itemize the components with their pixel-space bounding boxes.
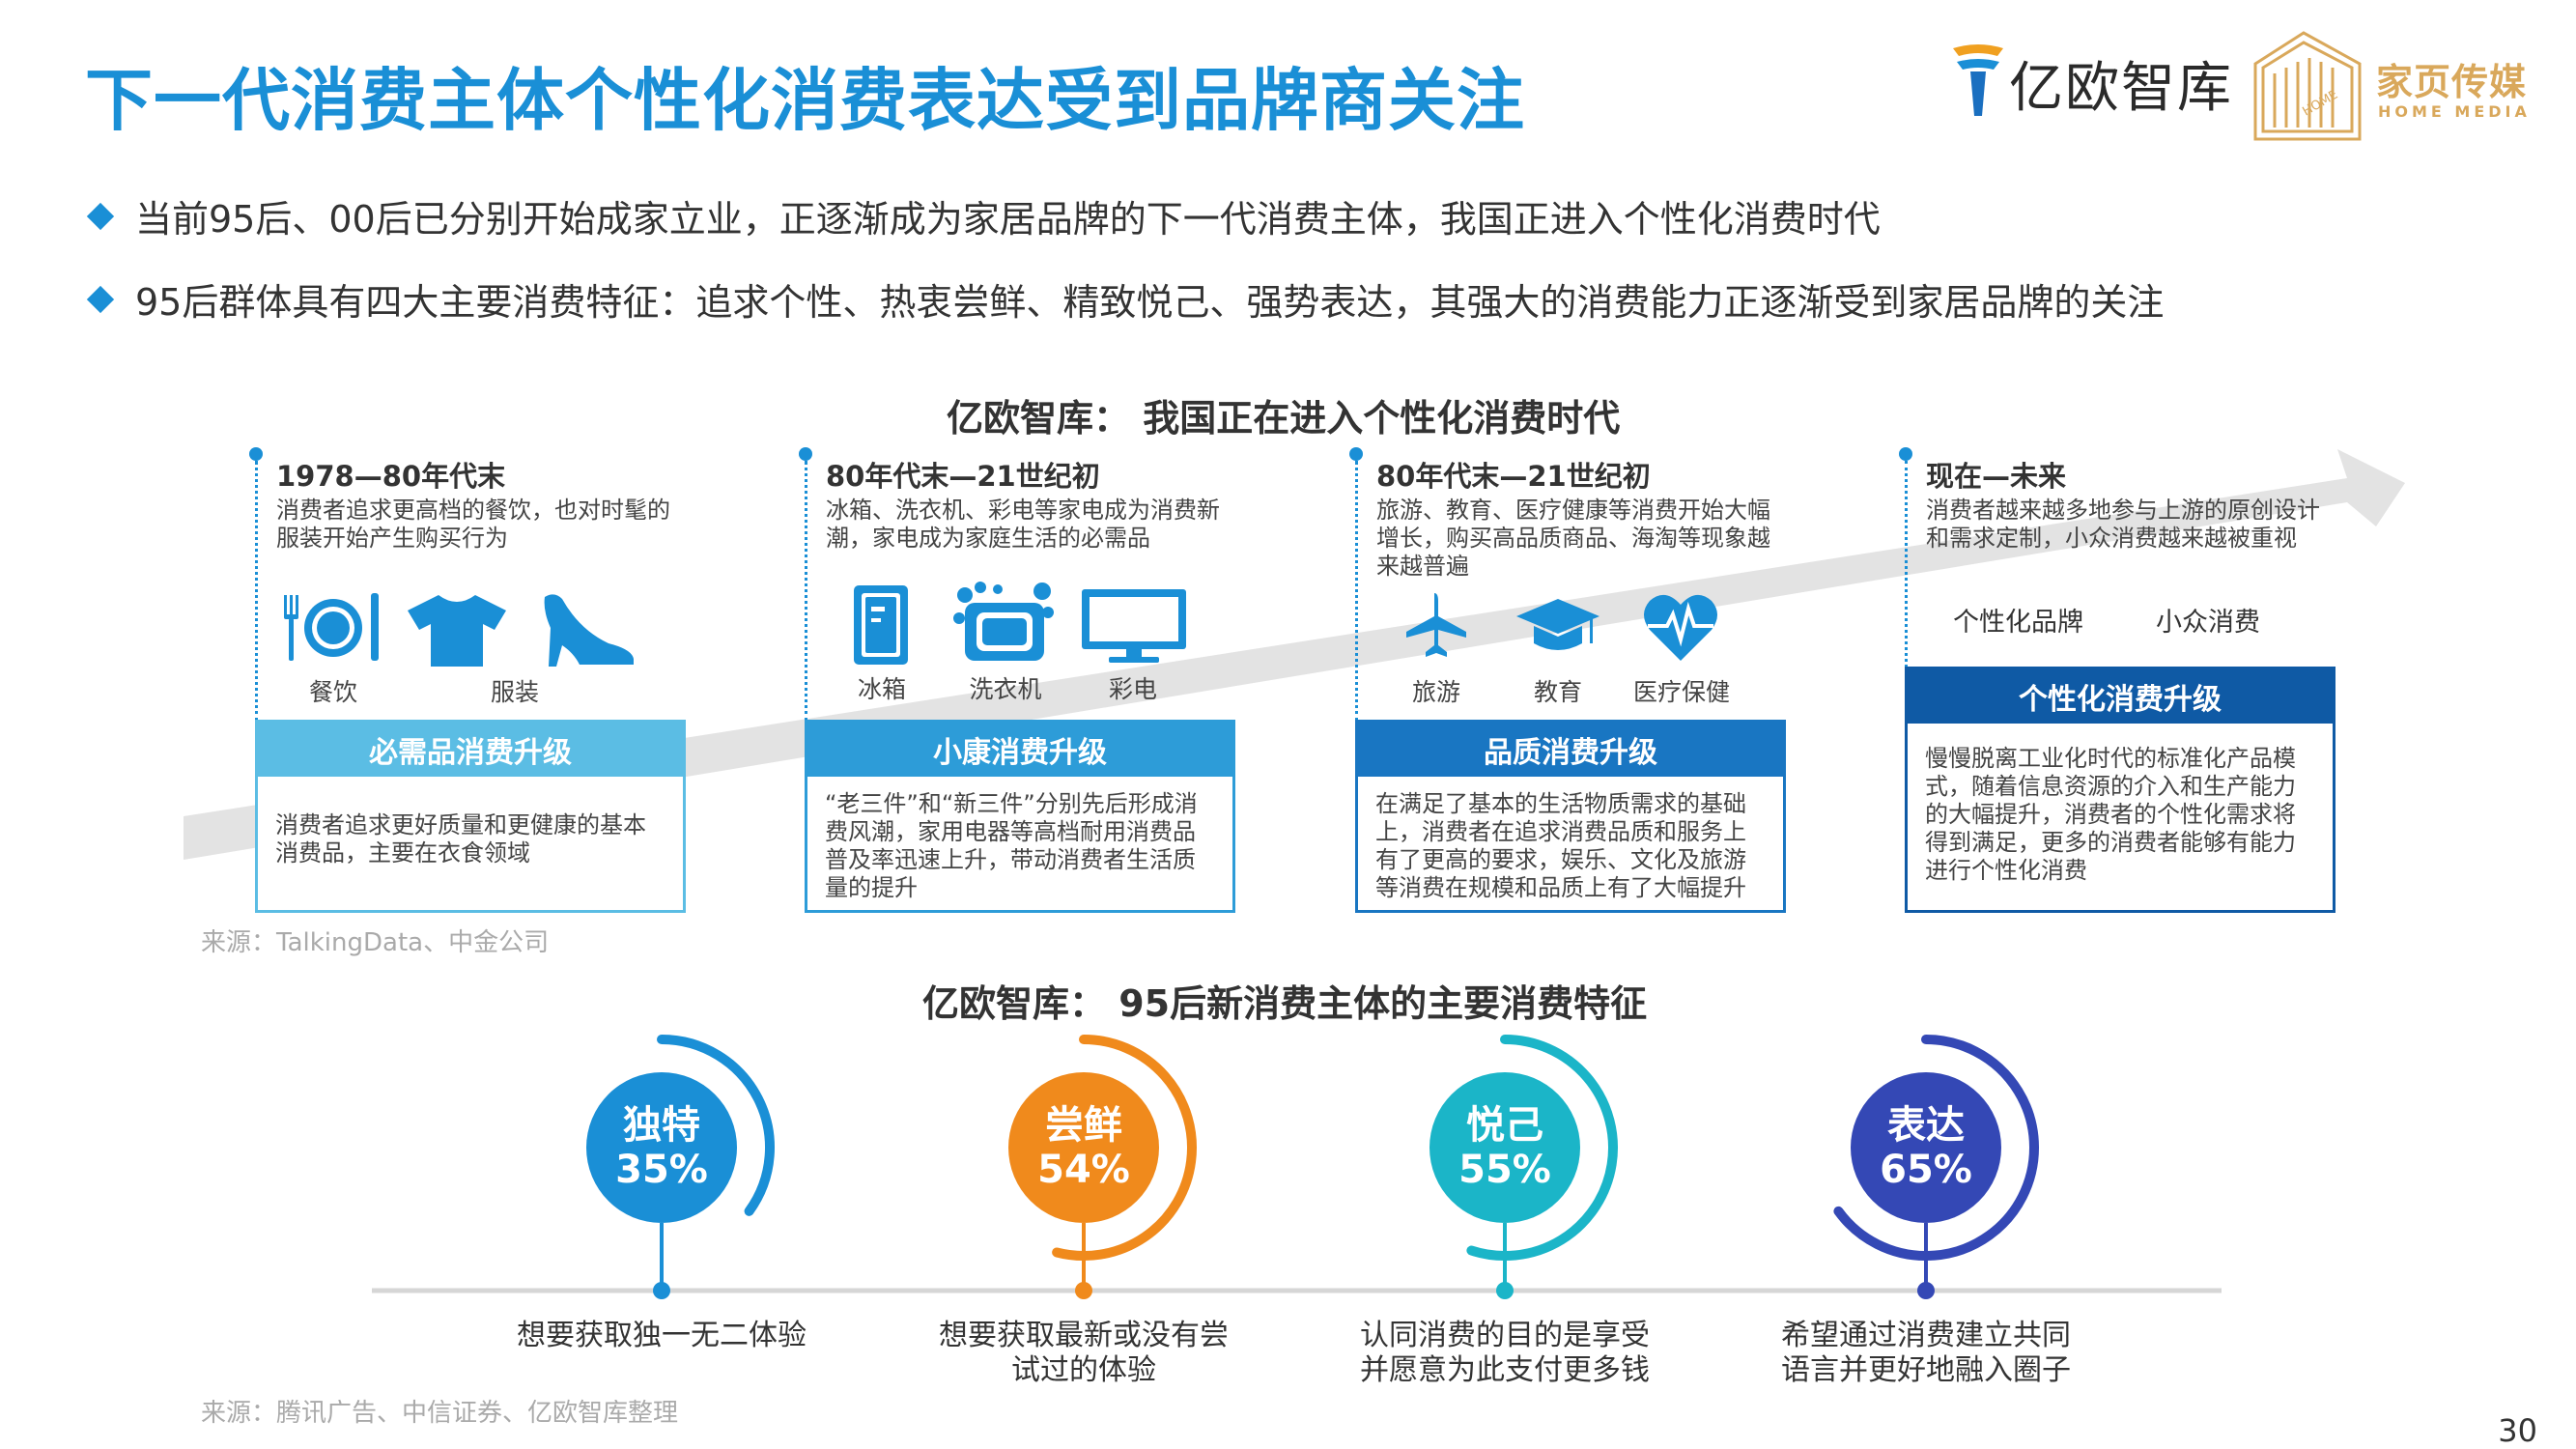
feature-arc-1 (657, 1035, 775, 1216)
icon-label-healthcare: 医疗保健 (1632, 678, 1730, 706)
era-1-card: 必需品消费升级 消费者追求更好质量和更健康的基本消费品，主要在衣食领域 (255, 720, 686, 913)
home-media-logo-en: HOME MEDIA (2378, 102, 2531, 121)
feature-percent: 54% (1037, 1148, 1130, 1192)
era-4-card-body: 慢慢脱离工业化时代的标准化产品模式，随着信息资源的介入和生产能力的大幅提升，消费… (1925, 745, 2296, 884)
era-1-line (255, 461, 258, 722)
era-2-desc: 冰箱、洗衣机、彩电等家电成为消费新潮，家电成为家庭生活的必需品 (826, 497, 1220, 552)
feature-percent: 35% (615, 1148, 708, 1192)
era-4-card: 个性化消费升级 慢慢脱离工业化时代的标准化产品模式，随着信息资源的介入和生产能力… (1905, 667, 2335, 913)
era-3-line (1355, 461, 1358, 722)
feature-chart (372, 1035, 2222, 1299)
bullet-1: 当前95后、00后已分别开始成家立业，正逐渐成为家居品牌的下一代消费主体，我国正… (85, 189, 1881, 242)
feature-circle-1: 独特 35% (586, 1072, 737, 1223)
feature-desc-line: 认同消费的目的是享受 (1360, 1319, 1650, 1352)
era-2-card: 小康消费升级 “老三件”和“新三件”分别先后形成消费风潮，家用电器等高档耐用消费… (805, 720, 1235, 913)
era-4-desc: 消费者越来越多地参与上游的原创设计和需求定制，小众消费越来越被重视 (1926, 497, 2320, 552)
era-4-card-title: 个性化消费升级 (1908, 669, 2333, 724)
bullet-text: 95后群体具有四大主要消费特征：追求个性、热衷尝鲜、精致悦己、强势表达，其强大的… (135, 281, 2165, 324)
fridge-icon (854, 585, 908, 665)
feature-desc-3: 认同消费的目的是享受 并愿意为此支付更多钱 (1312, 1319, 1698, 1388)
feature-circle-4: 表达 65% (1851, 1072, 2001, 1223)
source-2: 来源：腾讯广告、中信证券、亿欧智库整理 (201, 1399, 679, 1428)
feature-desc-1: 想要获取独一无二体验 (468, 1319, 855, 1353)
era-3-desc: 旅游、教育、医疗健康等消费开始大幅增长，购买高品质商品、海淘等现象越来越普遍 (1376, 497, 1770, 580)
bullet-text: 当前95后、00后已分别开始成家立业，正逐渐成为家居品牌的下一代消费主体，我国正… (135, 198, 1881, 241)
feature-arc-3 (1466, 1035, 1618, 1261)
airplane-icon (1406, 593, 1466, 657)
icon-label-clothing: 服装 (490, 678, 539, 706)
era-3-period: 80年代末—21世纪初 (1376, 460, 1651, 493)
icon-label-tv: 彩电 (1108, 675, 1157, 703)
washing-machine-icon (953, 582, 1054, 661)
page-title: 下一代消费主体个性化消费表达受到品牌商关注 (85, 61, 1525, 140)
era-1-card-title: 必需品消费升级 (258, 723, 683, 777)
era-2-card-body: “老三件”和“新三件”分别先后形成消费风潮，家用电器等高档耐用消费品普及率迅速上… (825, 790, 1198, 901)
era-2-period: 80年代末—21世纪初 (826, 460, 1100, 493)
graduation-cap-icon (1516, 599, 1599, 650)
feature-name: 悦己 (1466, 1103, 1543, 1148)
feature-desc-line: 并愿意为此支付更多钱 (1360, 1353, 1650, 1387)
yiou-logo-mark (1953, 44, 2003, 116)
feature-desc-4: 希望通过消费建立共同 语言并更好地融入圈子 (1733, 1319, 2119, 1388)
feature-circle-3: 悦己 55% (1430, 1072, 1580, 1223)
tv-icon (1082, 589, 1186, 663)
feature-desc-line: 语言并更好地融入圈子 (1781, 1353, 2071, 1387)
era-2-line (805, 461, 807, 722)
feature-percent: 55% (1458, 1148, 1551, 1192)
icon-label-washer: 洗衣机 (969, 675, 1042, 703)
feature-dot-1 (653, 1282, 670, 1299)
home-media-logo-cn: 家页传媒 (2376, 61, 2528, 103)
section-1-title: 亿欧智库： 我国正在进入个性化消费时代 (947, 397, 1621, 440)
high-heel-icon (544, 594, 634, 667)
icon-label-dining: 餐饮 (308, 678, 357, 706)
section-2-title: 亿欧智库： 95后新消费主体的主要消费特征 (922, 982, 1648, 1025)
home-media-logo: HOME 家页传媒 HOME MEDIA (2246, 25, 2545, 145)
health-heart-icon (1644, 594, 1717, 661)
era-1-period: 1978—80年代末 (276, 460, 506, 493)
feature-name: 尝鲜 (1045, 1103, 1122, 1148)
diamond-bullet-icon (86, 285, 115, 313)
feature-name: 表达 (1887, 1103, 1965, 1148)
tag-niche-consumption: 小众消费 (2156, 608, 2260, 638)
icon-label-education: 教育 (1533, 678, 1582, 706)
era-1-card-body: 消费者追求更好质量和更健康的基本消费品，主要在衣食领域 (275, 811, 646, 867)
home-media-logo-mark: HOME (2253, 31, 2362, 141)
clothing-icon (408, 595, 506, 667)
era-2-card-title: 小康消费升级 (807, 723, 1232, 777)
feature-dot-2 (1075, 1282, 1092, 1299)
feature-desc-2: 想要获取最新或没有尝 试过的体验 (891, 1319, 1277, 1388)
feature-name: 独特 (623, 1103, 700, 1148)
era-3-card-body: 在满足了基本的生活物质需求的基础上，消费者在追求消费品质和服务上有了更高的要求，… (1375, 790, 1746, 901)
era-3-card-title: 品质消费升级 (1358, 723, 1783, 777)
feature-arc-2 (1052, 1035, 1197, 1261)
feature-percent: 65% (1880, 1148, 1972, 1192)
era-1-dot (249, 447, 263, 461)
era-1-desc: 消费者追求更高档的餐饮，也对时髦的服装开始产生购买行为 (276, 497, 670, 552)
feature-dot-3 (1496, 1282, 1514, 1299)
era-4-line (1905, 461, 1908, 668)
feature-desc-line: 希望通过消费建立共同 (1781, 1319, 2071, 1352)
bullet-2: 95后群体具有四大主要消费特征：追求个性、热衷尝鲜、精致悦己、强势表达，其强大的… (85, 272, 2164, 326)
feature-desc-line: 试过的体验 (1011, 1353, 1156, 1387)
diamond-bullet-icon (86, 202, 115, 230)
feature-desc-line: 想要获取最新或没有尝 (939, 1319, 1229, 1352)
era-4-dot (1899, 447, 1912, 461)
dining-icon (284, 593, 379, 661)
source-1: 来源：TalkingData、中金公司 (201, 928, 550, 957)
era-2-dot (799, 447, 812, 461)
yiou-logo: 亿欧智库 (1949, 39, 2231, 120)
feature-arc-4 (1833, 1035, 2039, 1261)
yiou-logo-text: 亿欧智库 (2009, 57, 2233, 120)
era-4-period: 现在—未来 (1926, 460, 2067, 493)
feature-dot-4 (1917, 1282, 1935, 1299)
icon-label-travel: 旅游 (1411, 678, 1460, 706)
feature-circle-2: 尝鲜 54% (1008, 1072, 1159, 1223)
icon-label-fridge: 冰箱 (857, 675, 906, 703)
feature-desc-line: 想要获取独一无二体验 (517, 1319, 807, 1352)
tag-personalized-brand: 个性化品牌 (1953, 608, 2083, 638)
era-3-dot (1349, 447, 1363, 461)
era-3-card: 品质消费升级 在满足了基本的生活物质需求的基础上，消费者在追求消费品质和服务上有… (1355, 720, 1786, 913)
page-number: 30 (2498, 1412, 2537, 1449)
timeline-arrow (184, 449, 2405, 860)
